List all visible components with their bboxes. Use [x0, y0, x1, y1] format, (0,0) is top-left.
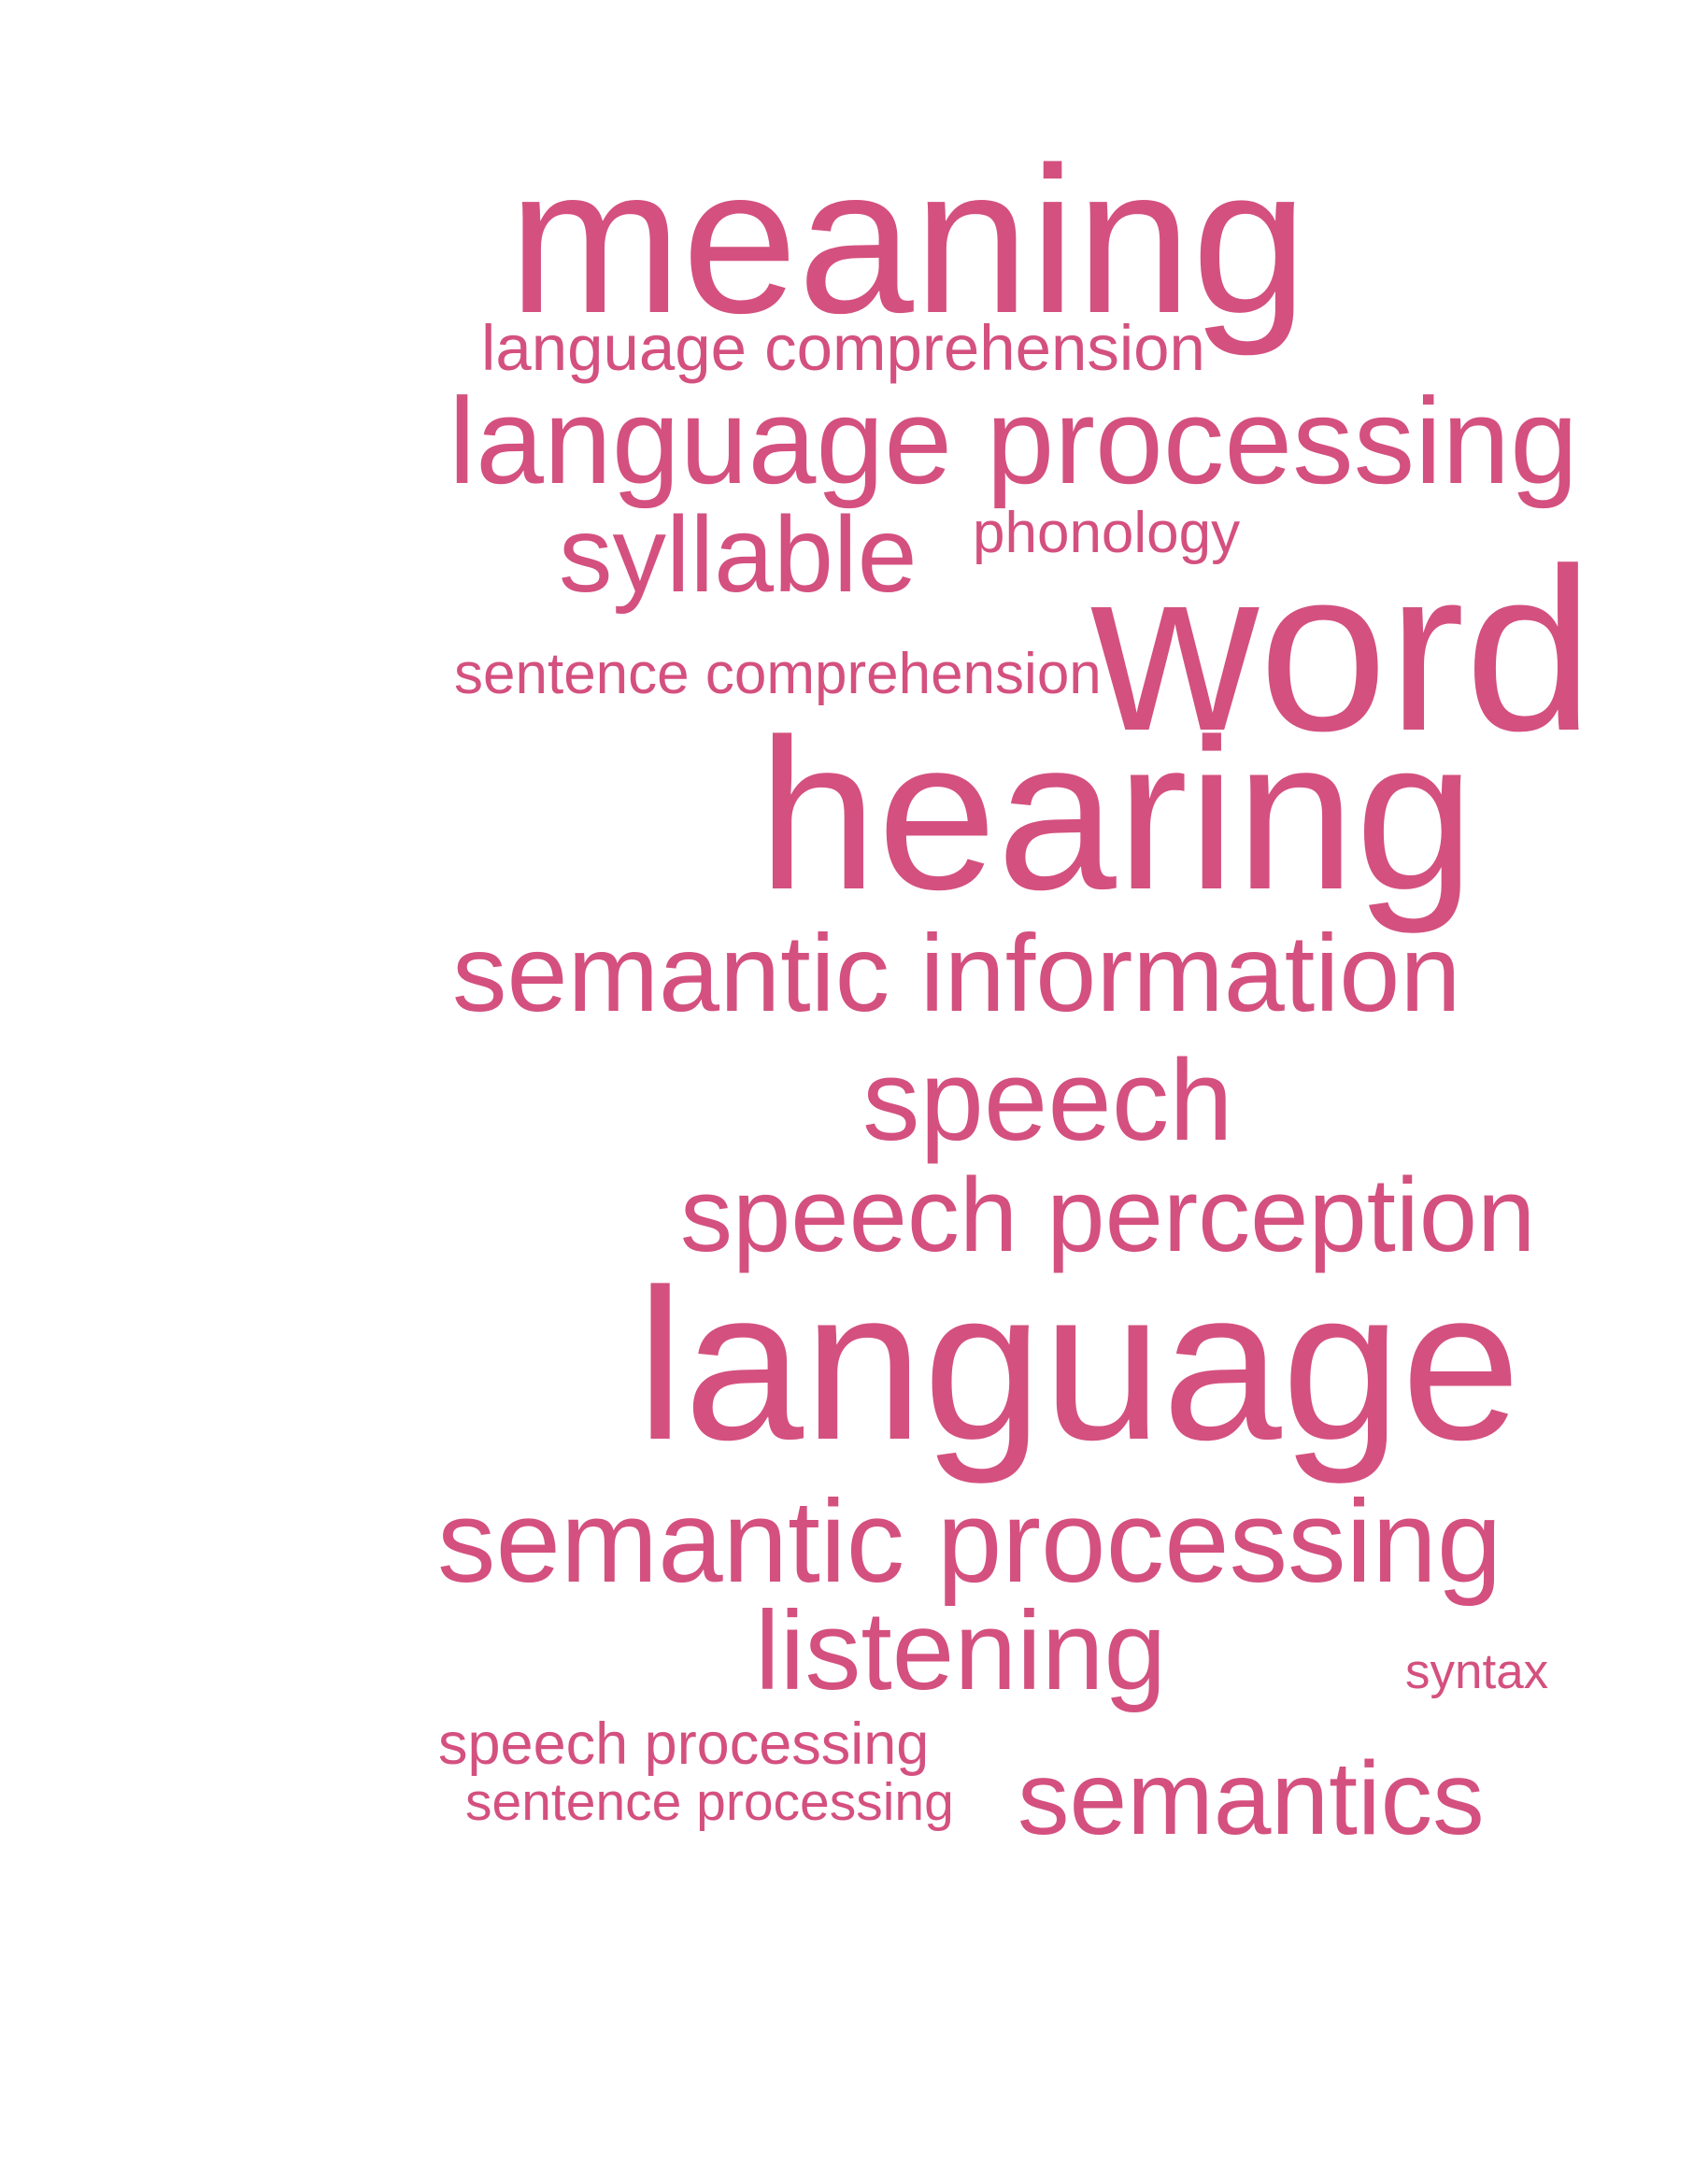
word-semantic-information: semantic information: [452, 912, 1461, 1034]
word-language-comprehension: language comprehension: [481, 312, 1205, 384]
word-sentence-processing: sentence processing: [465, 1772, 954, 1832]
word-syntax: syntax: [1405, 1644, 1549, 1699]
word-phonology: phonology: [973, 501, 1241, 565]
word-language-processing: language processing: [448, 372, 1578, 509]
word-word: word: [1091, 519, 1594, 779]
word-speech-perception: speech perception: [680, 1157, 1536, 1273]
word-speech-processing: speech processing: [438, 1711, 930, 1777]
word-meaning: meaning: [508, 124, 1308, 357]
word-speech: speech: [862, 1037, 1233, 1165]
word-semantics: semantics: [1018, 1740, 1485, 1856]
word-listening: listening: [755, 1588, 1167, 1713]
word-language: language: [636, 1244, 1521, 1484]
word-semantic-processing: semantic processing: [437, 1477, 1502, 1607]
word-sentence-comprehension: sentence comprehension: [454, 642, 1102, 706]
word-hearing: hearing: [758, 694, 1475, 934]
word-syllable: syllable: [559, 495, 918, 615]
